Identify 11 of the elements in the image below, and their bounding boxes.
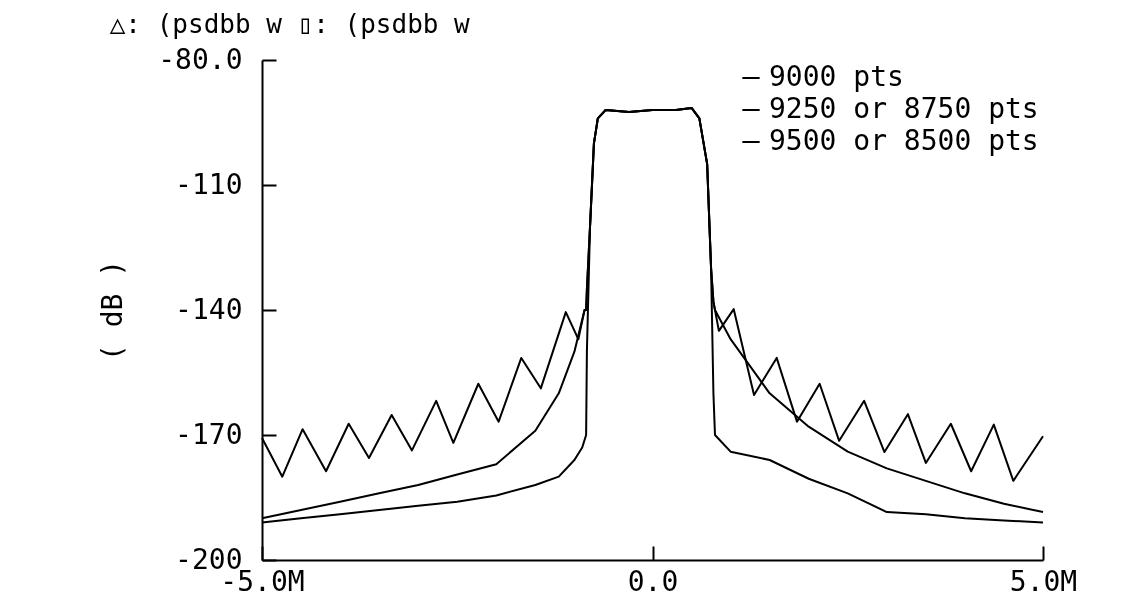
- y-tick-label: -110: [175, 167, 243, 201]
- y-tick-label: -140: [175, 292, 243, 326]
- chart-title: △: (psdbb w ▯: (psdbb w: [109, 9, 471, 39]
- x-tick-label: 5.0M: [1009, 564, 1078, 598]
- legend-label: 9000 pts: [769, 60, 904, 93]
- y-axis-title: ( dB ): [96, 259, 130, 362]
- y-tick-label: -80.0: [158, 42, 243, 76]
- legend-label: 9500 or 8500 pts: [769, 124, 1039, 157]
- y-tick-label: -170: [175, 417, 243, 451]
- legend-label: 9250 or 8750 pts: [769, 92, 1039, 125]
- x-tick-label: 0.0: [627, 564, 679, 598]
